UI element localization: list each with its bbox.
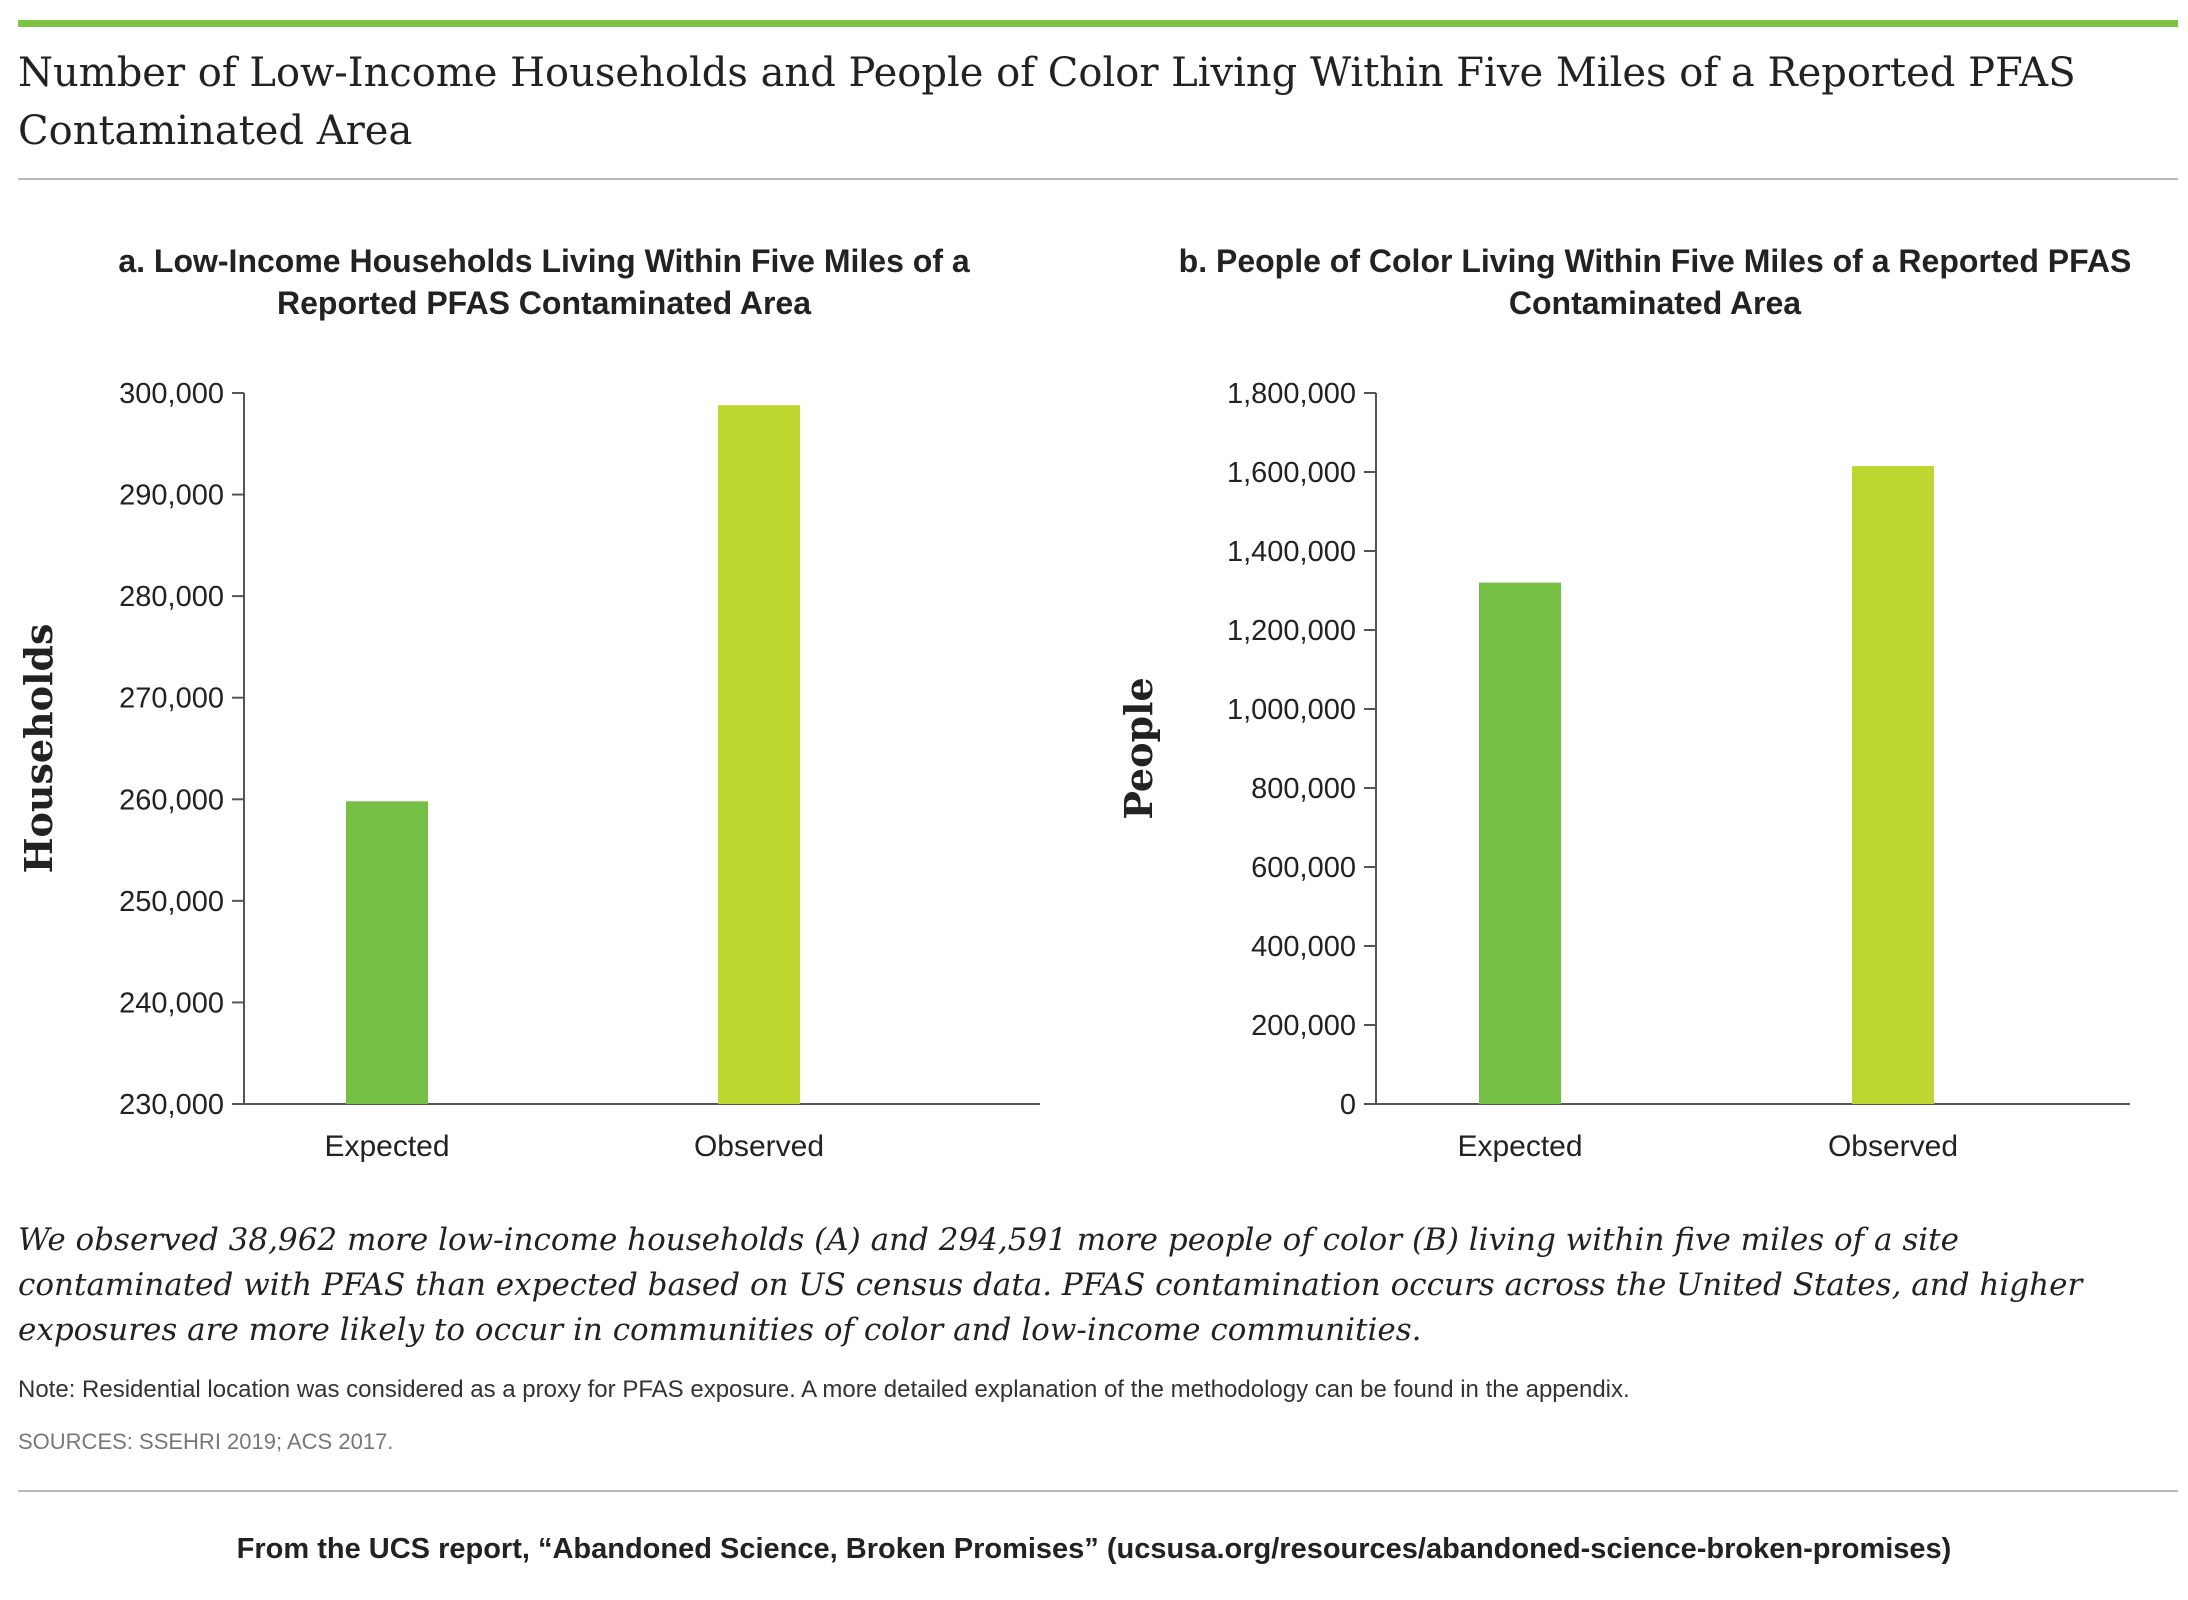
y-tick-label: 200,000 xyxy=(1251,1010,1356,1042)
methodology-note: Note: Residential location was considere… xyxy=(18,1376,1630,1403)
x-category-label: Observed xyxy=(1828,1130,1958,1163)
y-axis-label: People xyxy=(1116,677,1161,819)
top-accent-bar xyxy=(18,20,2178,27)
bar-expected xyxy=(346,801,428,1104)
chart-b: 0 200,000 400,000 600,000 800,000 1,000,000 1,… xyxy=(1116,378,2130,1163)
footer-divider xyxy=(18,1490,2178,1492)
y-tick-label: 0 xyxy=(1340,1089,1356,1121)
y-axis-label: Households xyxy=(16,624,61,874)
y-tick-label: 290,000 xyxy=(119,480,224,512)
y-tick-label: 230,000 xyxy=(119,1089,224,1121)
panel-a-title: a. Low-Income Households Living Within F… xyxy=(118,243,970,321)
x-category-label: Expected xyxy=(324,1130,449,1163)
y-tick-label: 800,000 xyxy=(1251,773,1356,805)
y-tick-label: 300,000 xyxy=(119,378,224,410)
figure-title: Number of Low-Income Households and Peop… xyxy=(18,50,2076,154)
y-tick-label: 1,600,000 xyxy=(1227,457,1356,489)
bar-observed xyxy=(718,405,800,1104)
y-tick-label: 1,200,000 xyxy=(1227,615,1356,647)
panel-b-title: b. People of Color Living Within Five Mi… xyxy=(1178,243,2132,321)
y-tick-label: 400,000 xyxy=(1251,931,1356,963)
title-divider xyxy=(18,178,2178,180)
x-category-label: Expected xyxy=(1457,1130,1582,1163)
chart-a: 230,000 240,000 250,000 260,000 270,000 280,0… xyxy=(16,378,1040,1163)
report-footer: From the UCS report, “Abandoned Science,… xyxy=(236,1533,1952,1565)
bar-expected xyxy=(1479,582,1561,1104)
y-tick-label: 280,000 xyxy=(119,581,224,613)
y-tick-label: 1,000,000 xyxy=(1227,694,1356,726)
y-tick-label: 250,000 xyxy=(119,886,224,918)
y-tick-label: 270,000 xyxy=(119,683,224,715)
y-tick-label: 600,000 xyxy=(1251,852,1356,884)
y-tick-label: 260,000 xyxy=(119,784,224,816)
y-tick-label: 1,400,000 xyxy=(1227,536,1356,568)
y-tick-label: 240,000 xyxy=(119,987,224,1019)
sources: SOURCES: SSEHRI 2019; ACS 2017. xyxy=(18,1429,394,1454)
x-category-label: Observed xyxy=(694,1130,824,1163)
bar-observed xyxy=(1852,466,1934,1104)
y-tick-label: 1,800,000 xyxy=(1227,378,1356,410)
caption: We observed 38,962 more low-income house… xyxy=(18,1222,2083,1348)
